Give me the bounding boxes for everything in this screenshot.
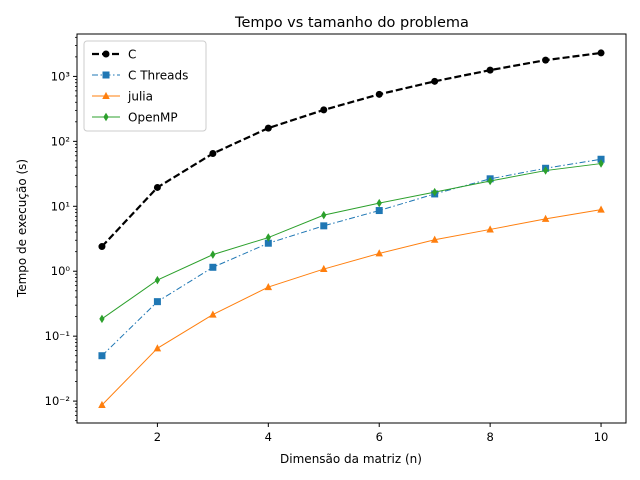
data-point — [264, 282, 273, 291]
data-point — [264, 124, 272, 132]
data-point — [209, 150, 217, 158]
legend-entry: OpenMP — [92, 111, 178, 125]
data-point — [320, 264, 328, 273]
data-point — [209, 310, 217, 318]
data-point — [541, 214, 550, 222]
data-point — [153, 344, 162, 352]
data-point — [209, 263, 217, 271]
data-point — [542, 56, 550, 64]
data-point — [154, 275, 161, 285]
legend-entry: C Threads — [92, 69, 188, 83]
data-point — [98, 352, 106, 360]
y-tick-label: 10⁻¹ — [45, 329, 70, 343]
y-axis-label: Tempo de execução (s) — [15, 159, 29, 298]
data-point — [431, 77, 439, 85]
data-point — [98, 243, 106, 251]
data-point — [265, 233, 271, 242]
x-axis: 2 4 6 8 10 — [154, 423, 609, 444]
series-line — [101, 209, 602, 406]
y-axis: 10⁻² 10⁻¹ 10⁰ 10¹ 10² 10³ — [45, 36, 77, 422]
data-point — [375, 90, 383, 98]
data-point — [430, 235, 439, 243]
data-point — [210, 250, 216, 259]
legend-items: C C Threads julia OpenMP — [92, 48, 188, 125]
data-point — [487, 176, 493, 186]
data-point — [321, 210, 327, 220]
plot-area: 2 4 6 8 10 10⁻² 10⁻¹ 10⁰ 10¹ 10² 10³ — [45, 33, 627, 444]
series-c — [98, 49, 605, 251]
x-tick-label: 4 — [265, 430, 272, 444]
legend-marker — [102, 91, 110, 99]
series-openmp — [99, 159, 604, 324]
data-point — [153, 298, 161, 306]
legend-marker — [102, 71, 110, 79]
x-tick-label: 2 — [154, 430, 161, 444]
series-line — [101, 158, 602, 357]
series-line — [101, 51, 602, 248]
data-point — [375, 249, 383, 257]
data-point — [542, 166, 549, 175]
legend-label: C Threads — [128, 69, 188, 83]
x-tick-label: 8 — [486, 430, 493, 444]
data-point — [597, 205, 605, 213]
x-axis-label: Dimensão da matriz (n) — [280, 452, 422, 466]
data-point — [376, 198, 382, 208]
plot-frame — [76, 33, 627, 424]
y-tick-label: 10³ — [51, 69, 71, 83]
x-tick-label: 6 — [376, 430, 383, 444]
y-tick-label: 10⁰ — [51, 264, 71, 278]
data-point — [597, 155, 605, 163]
data-point — [320, 106, 328, 114]
legend[interactable]: C C Threads julia OpenMP — [83, 40, 207, 132]
data-point — [486, 66, 494, 74]
series-line — [101, 163, 602, 320]
data-point — [432, 187, 438, 197]
data-point — [486, 225, 494, 233]
data-point — [375, 207, 383, 215]
data-point — [320, 222, 328, 230]
legend-label: julia — [127, 90, 153, 104]
x-tick-label: 10 — [594, 430, 609, 444]
data-point — [153, 183, 161, 191]
legend-entry: C — [92, 48, 136, 62]
legend-entry: julia — [92, 90, 153, 104]
data-point — [597, 49, 605, 57]
data-point — [598, 159, 604, 168]
data-point — [264, 239, 272, 247]
y-tick-label: 10² — [51, 134, 70, 148]
legend-marker — [103, 112, 109, 122]
y-tick-label: 10¹ — [51, 199, 70, 213]
legend-marker — [102, 50, 110, 58]
legend-label: OpenMP — [128, 111, 178, 125]
legend-label: C — [128, 48, 136, 62]
data-point — [98, 400, 106, 409]
y-tick-label: 10⁻² — [45, 394, 70, 408]
chart-title: Tempo vs tamanho do problema — [234, 15, 469, 31]
data-point — [99, 314, 105, 324]
legend-box — [83, 40, 207, 132]
series-julia — [98, 205, 605, 409]
series-layer — [98, 49, 605, 409]
